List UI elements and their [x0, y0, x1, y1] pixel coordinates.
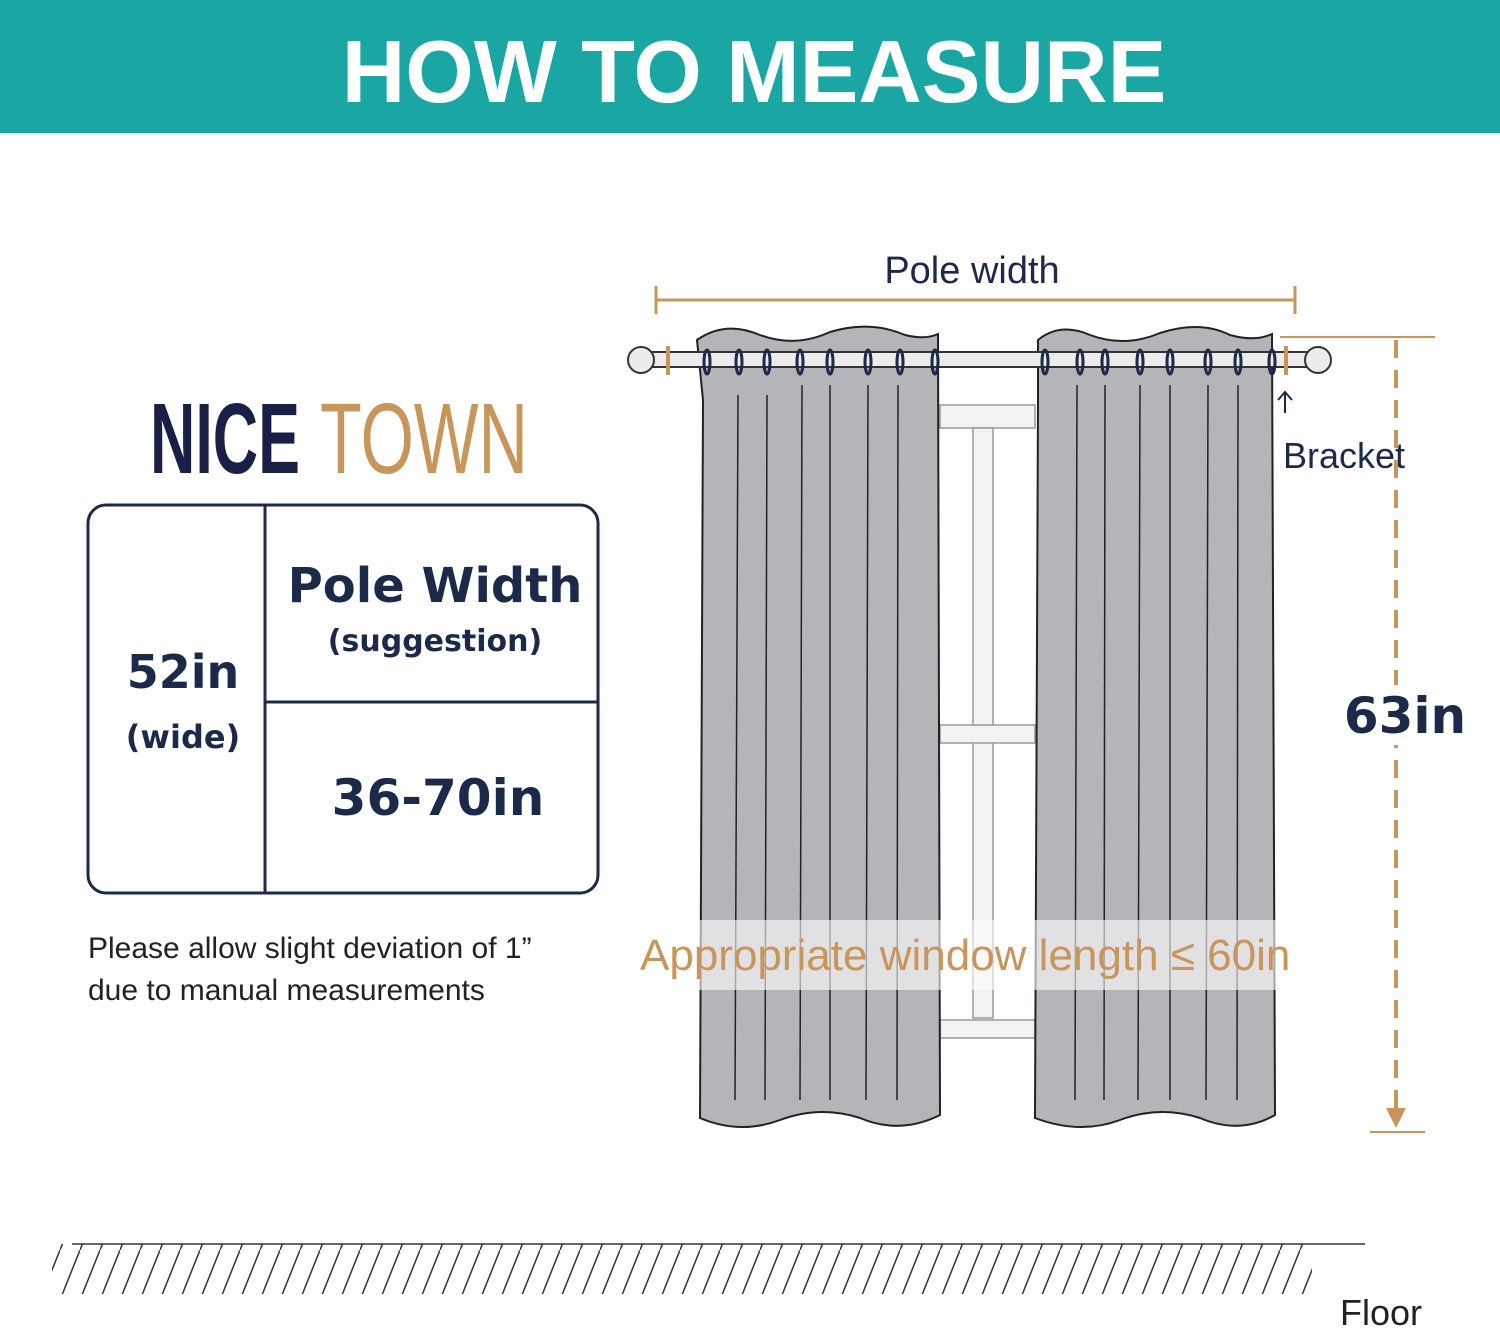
bracket-arrow-icon [1277, 390, 1293, 413]
length-dimension [1280, 336, 1435, 1133]
logo-town: TOWN [320, 383, 528, 495]
length-label: 63in [1344, 687, 1466, 745]
header-banner [0, 0, 1500, 133]
logo-nice: NICE [150, 383, 300, 495]
size-table: 52in (wide) Pole Width (suggestion) 36-7… [86, 503, 600, 895]
note-line-1: Please allow slight deviation of 1” [88, 932, 532, 965]
pole-width-dimension [654, 286, 1297, 314]
width-note: (wide) [126, 718, 240, 756]
pole-width-range: 36-70in [332, 769, 545, 827]
window-length-band [698, 920, 1276, 990]
pole-width-header: Pole Width [288, 558, 583, 614]
floor [52, 1243, 1365, 1294]
curtain-rod [627, 346, 1332, 376]
pole-width-note: (suggestion) [328, 624, 542, 659]
note-line-2: due to manual measurements [88, 974, 485, 1007]
width-value: 52in [127, 645, 240, 699]
right-curtain-panel [1033, 325, 1277, 1128]
floor-label: Floor [1340, 1292, 1422, 1331]
left-curtain-panel [695, 325, 942, 1128]
bracket-label: Bracket [1283, 435, 1405, 476]
window-length-label: Appropriate window length ≤ 60in [640, 931, 1290, 980]
page-title: HOW TO MEASURE [342, 22, 1167, 121]
brand-logo: NICE TOWN [150, 383, 528, 495]
pole-width-label: Pole width [884, 250, 1059, 292]
window-frame [939, 404, 1036, 1039]
